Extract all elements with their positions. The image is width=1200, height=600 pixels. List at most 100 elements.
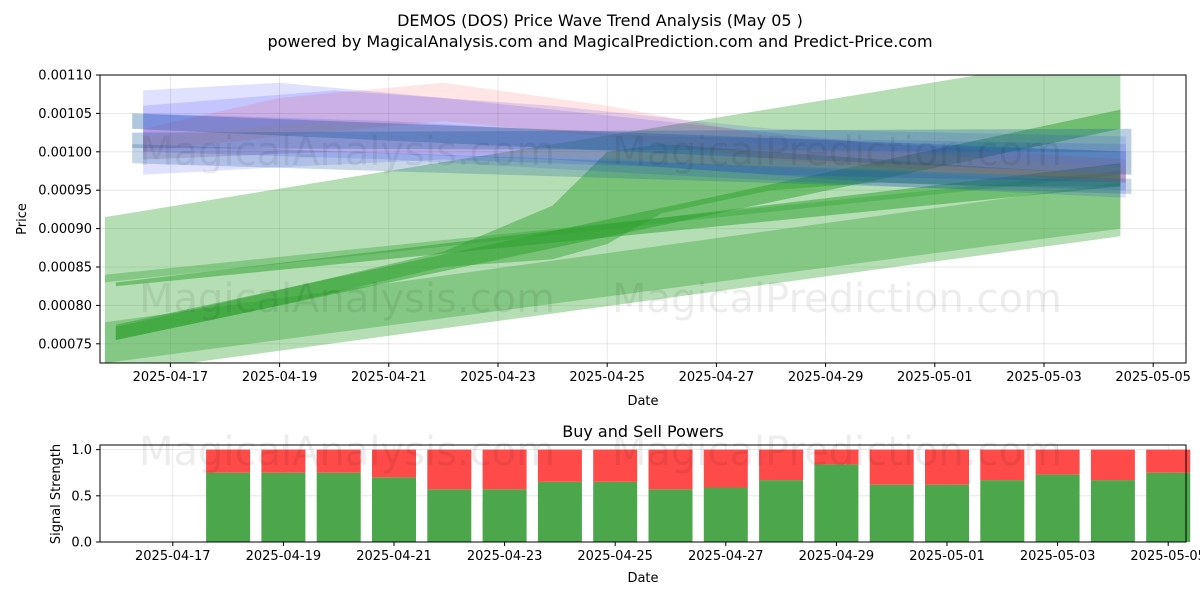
signal-y-label: Signal Strength — [49, 444, 64, 544]
sell-bar — [1090, 449, 1135, 481]
price-band — [104, 75, 1121, 283]
sell-bar — [869, 449, 914, 485]
signal-x-tick-label: 2025-04-19 — [246, 549, 322, 564]
price-band — [143, 82, 1126, 183]
price-axes-frame — [99, 74, 1187, 364]
sell-bar — [593, 449, 638, 482]
buy-bar — [703, 487, 748, 542]
sell-bar — [316, 449, 361, 473]
signal-x-tick-label: 2025-04-25 — [577, 549, 653, 564]
price-band — [143, 113, 1126, 198]
buy-bar — [316, 472, 361, 542]
signal-x-label: Date — [627, 571, 658, 586]
price-x-tick-label: 2025-04-25 — [569, 370, 645, 385]
signal-y-tick-label: 0.5 — [71, 489, 92, 504]
price-y-tick-label: 0.00085 — [38, 261, 92, 276]
buy-bar — [593, 482, 638, 542]
price-band — [104, 171, 1121, 363]
price-panel: MagicalAnalysis.com MagicalPrediction.co… — [15, 69, 1191, 410]
buy-bar — [980, 480, 1025, 542]
buy-bar — [206, 472, 251, 542]
buy-bar — [648, 489, 693, 542]
price-x-label: Date — [627, 394, 658, 409]
signal-x-tick-label: 2025-04-23 — [467, 549, 543, 564]
price-x-tick-label: 2025-04-27 — [679, 370, 755, 385]
chart-subtitle: powered by MagicalAnalysis.com and Magic… — [267, 32, 932, 51]
signal-y-ticks: 0.0 0.5 1.0 — [71, 443, 100, 551]
signal-y-tick-label: 1.0 — [71, 443, 92, 458]
price-y-tick-label: 0.00105 — [38, 107, 92, 122]
buy-bar — [427, 489, 472, 542]
sell-bar — [1035, 449, 1080, 475]
price-band — [143, 121, 1126, 183]
price-x-tick-label: 2025-04-17 — [133, 370, 209, 385]
price-y-ticks: 0.00075 0.00080 0.00085 0.00090 0.00095 0.001… — [38, 69, 100, 352]
buy-bar — [261, 472, 306, 542]
price-band — [143, 82, 1126, 191]
price-y-tick-label: 0.00090 — [38, 222, 92, 237]
price-x-tick-label: 2025-04-29 — [788, 370, 864, 385]
signal-x-tick-label: 2025-05-01 — [909, 549, 985, 564]
price-bands — [104, 75, 1132, 363]
signal-bars — [206, 449, 1191, 542]
watermark-analysis-bottom: MagicalAnalysis.com — [139, 429, 555, 475]
price-y-label: Price — [15, 203, 30, 235]
sell-bar — [703, 449, 748, 488]
sell-bar — [1146, 449, 1191, 473]
buy-bar — [482, 489, 527, 542]
price-y-tick-label: 0.00095 — [38, 184, 92, 199]
buy-bar — [925, 484, 969, 542]
price-x-tick-label: 2025-05-05 — [1115, 370, 1191, 385]
price-band — [132, 144, 1132, 194]
chart-title: DEMOS (DOS) Price Wave Trend Analysis (M… — [397, 11, 803, 30]
sell-bar — [372, 449, 416, 478]
price-x-tick-label: 2025-05-01 — [897, 370, 973, 385]
price-x-tick-label: 2025-04-21 — [351, 370, 427, 385]
signal-y-tick-label: 0.0 — [71, 536, 92, 551]
buy-bar — [759, 480, 804, 542]
price-x-tick-label: 2025-04-19 — [242, 370, 318, 385]
buy-bar — [1146, 472, 1191, 542]
price-band — [132, 113, 1132, 175]
price-band — [115, 144, 1121, 340]
signal-x-tick-label: 2025-05-05 — [1130, 549, 1200, 564]
sell-bar — [482, 449, 527, 490]
buy-bar — [814, 464, 859, 542]
price-band — [115, 163, 1121, 287]
sell-bar — [980, 449, 1025, 481]
watermark-prediction-upper: MagicalPrediction.com — [612, 129, 1062, 175]
buy-bar — [1035, 474, 1080, 542]
price-x-ticks: 2025-04-17 2025-04-19 2025-04-21 2025-04-23… — [133, 363, 1191, 385]
signal-x-tick-label: 2025-04-21 — [356, 549, 432, 564]
price-x-tick-label: 2025-04-23 — [460, 370, 536, 385]
sell-bar — [814, 449, 859, 465]
sell-bar — [537, 449, 582, 482]
signal-x-tick-label: 2025-04-29 — [799, 549, 875, 564]
signal-panel: Buy and Sell Powers MagicalAnalysis.com … — [49, 422, 1200, 586]
sell-bar — [206, 449, 251, 473]
signal-title: Buy and Sell Powers — [562, 422, 724, 441]
watermark-prediction-bottom: MagicalPrediction.com — [612, 429, 1062, 475]
price-band — [143, 90, 1126, 183]
price-y-tick-label: 0.00075 — [38, 337, 92, 352]
signal-x-tick-label: 2025-05-03 — [1020, 549, 1096, 564]
price-x-tick-label: 2025-05-03 — [1006, 370, 1082, 385]
price-band — [132, 128, 1132, 152]
sell-bar — [427, 449, 472, 490]
buy-bar — [869, 484, 914, 542]
signal-axes-frame — [99, 444, 1187, 543]
watermark-prediction-top: MagicalPrediction.com — [612, 276, 1062, 322]
buy-bar — [1090, 480, 1135, 542]
sell-bar — [925, 449, 969, 485]
price-y-tick-label: 0.00080 — [38, 299, 92, 314]
price-y-tick-label: 0.00110 — [38, 69, 92, 84]
signal-x-ticks: 2025-04-17 2025-04-19 2025-04-21 2025-04-23… — [135, 542, 1200, 564]
buy-bar — [537, 482, 582, 542]
sell-bar — [759, 449, 804, 481]
signal-x-tick-label: 2025-04-17 — [135, 549, 211, 564]
sell-bar — [648, 449, 693, 490]
watermark-analysis-upper: MagicalAnalysis.com — [139, 129, 555, 175]
price-y-tick-label: 0.00100 — [38, 145, 92, 160]
price-band — [104, 182, 1121, 363]
